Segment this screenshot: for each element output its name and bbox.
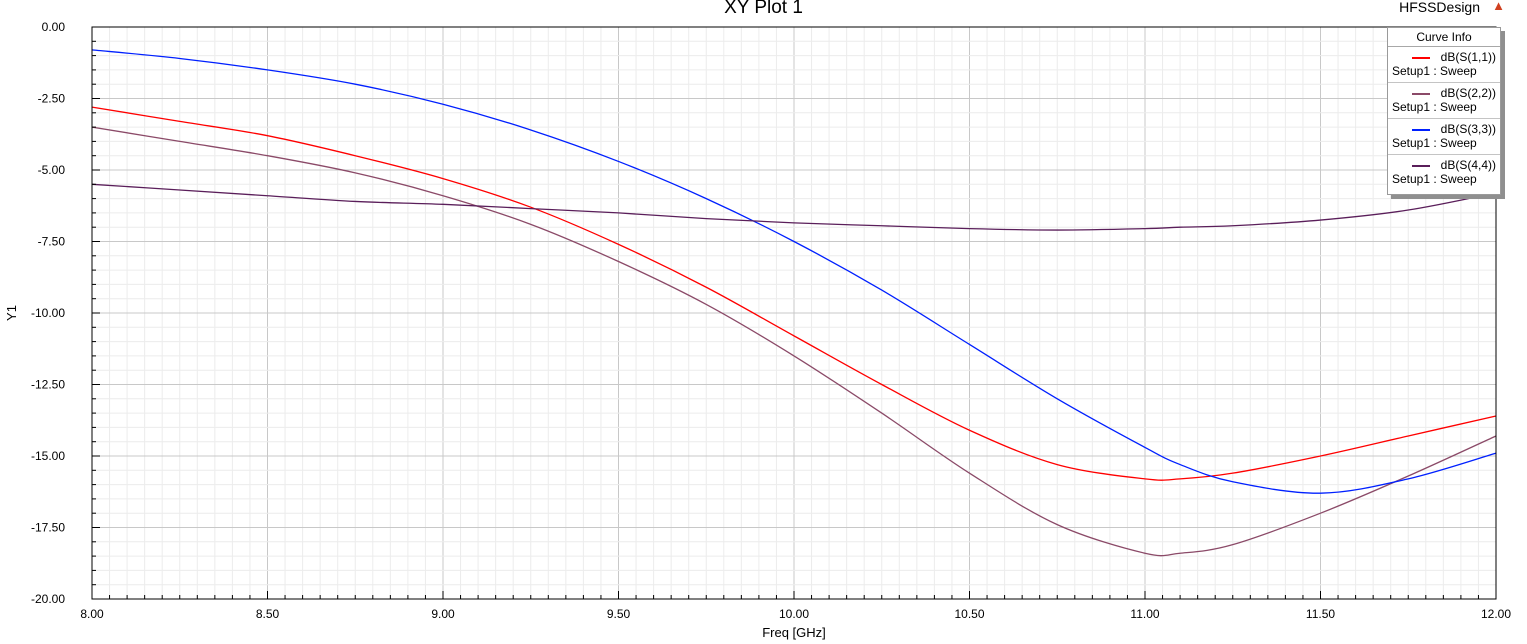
legend-swatch — [1412, 165, 1430, 167]
legend-item[interactable]: dB(S(3,3)) Setup1 : Sweep — [1388, 119, 1500, 155]
legend-heading: Curve Info — [1388, 28, 1500, 47]
x-axis-label: Freq [GHz] — [762, 625, 826, 640]
plot-title: XY Plot 1 — [724, 0, 803, 18]
x-tick-label: 8.00 — [80, 607, 104, 621]
grid — [91, 26, 1497, 600]
legend-series-name: dB(S(1,1)) — [1440, 50, 1496, 64]
y-tick-label: -5.00 — [38, 163, 66, 177]
x-tick-label: 8.50 — [256, 607, 280, 621]
legend-setup-label: Setup1 : Sweep — [1392, 100, 1477, 114]
x-tick-label: 11.00 — [1130, 607, 1159, 621]
y-axis-label: Y1 — [4, 305, 19, 321]
legend-series-name: dB(S(2,2)) — [1440, 86, 1496, 100]
legend-setup-label: Setup1 : Sweep — [1392, 136, 1477, 150]
legend-swatch — [1412, 93, 1430, 95]
x-tick-label: 12.00 — [1481, 607, 1511, 621]
legend-series-name: dB(S(4,4)) — [1440, 158, 1496, 172]
legend-series-name: dB(S(3,3)) — [1440, 122, 1496, 136]
series-line — [91, 183, 1497, 231]
legend-setup-label: Setup1 : Sweep — [1392, 64, 1477, 78]
design-name: HFSSDesign — [1399, 0, 1480, 15]
y-tick-label: -17.50 — [31, 521, 65, 535]
x-tick-label: 9.50 — [607, 607, 631, 621]
legend-swatch — [1412, 57, 1430, 59]
y-tick-label: -7.50 — [38, 235, 66, 249]
legend-setup-label: Setup1 : Sweep — [1392, 172, 1477, 186]
y-tick-label: -20.00 — [31, 592, 65, 606]
x-tick-label: 10.00 — [779, 607, 809, 621]
curve-info-legend[interactable]: Curve Info dB(S(1,1)) Setup1 : Sweep dB(… — [1387, 27, 1501, 195]
legend-item[interactable]: dB(S(2,2)) Setup1 : Sweep — [1388, 83, 1500, 119]
y-tick-label: -10.00 — [31, 306, 65, 320]
x-tick-label: 11.50 — [1306, 607, 1335, 621]
axes: 0.00 -2.50 -5.00 -7.50 -10.00 -12.50 -15.00 -17… — [4, 20, 1511, 640]
series-line — [91, 49, 1497, 494]
series-layer — [91, 49, 1497, 557]
legend-swatch — [1412, 129, 1430, 131]
legend-item[interactable]: dB(S(1,1)) Setup1 : Sweep — [1388, 47, 1500, 83]
series-line — [91, 106, 1497, 481]
y-tick-label: -15.00 — [31, 449, 65, 463]
y-tick-label: 0.00 — [42, 20, 66, 34]
series-line — [91, 126, 1497, 557]
legend-item[interactable]: dB(S(4,4)) Setup1 : Sweep — [1388, 155, 1500, 191]
y-tick-label: -12.50 — [31, 378, 65, 392]
x-tick-label: 10.50 — [954, 607, 984, 621]
x-tick-label: 9.00 — [431, 607, 455, 621]
design-icon: ▲ — [1492, 0, 1505, 13]
y-tick-label: -2.50 — [38, 92, 66, 106]
